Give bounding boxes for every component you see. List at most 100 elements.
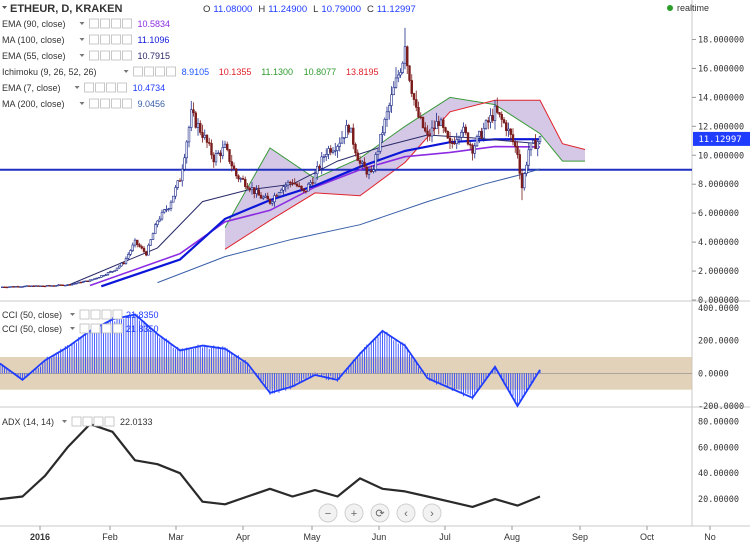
candle-body (100, 275, 103, 278)
candle-body (91, 279, 94, 281)
time-axis[interactable]: 2016 Feb Mar Apr May Jun Jul Aug Sep Oct No (30, 526, 716, 542)
eye-icon[interactable] (84, 82, 94, 93)
chevron-down-icon[interactable] (79, 22, 85, 25)
symbol-title: ETHEUR, D, KRAKEN (10, 3, 123, 15)
cci-axis-ticks[interactable]: 400.0000 200.0000 0.0000 -200.0000 (698, 304, 744, 412)
chevron-down-icon[interactable] (79, 54, 85, 57)
toolbar-button-bg[interactable] (318, 503, 338, 523)
chevron-down-icon[interactable] (79, 102, 85, 105)
candle-body (311, 182, 314, 184)
more-icon[interactable] (122, 34, 132, 45)
gear-icon[interactable] (100, 34, 110, 45)
gear-icon[interactable] (90, 309, 101, 320)
close-icon[interactable] (101, 309, 112, 320)
reset-button[interactable]: ⟳ (370, 503, 390, 523)
more-icon[interactable] (122, 50, 132, 61)
adx-axis-ticks[interactable]: 80.00000 60.00000 40.00000 20.00000 (698, 417, 739, 505)
candle-body (178, 180, 182, 182)
zoom-toolbar: − + ⟳ ‹ › (318, 503, 442, 523)
toolbar-button-bg[interactable] (370, 503, 390, 523)
candle-body (34, 285, 38, 287)
price-tick-label: 18.000000 (698, 35, 744, 45)
candle-body (397, 74, 400, 79)
close-icon[interactable] (106, 82, 116, 93)
candle-body (538, 136, 542, 142)
zoom-in-button[interactable]: + (344, 503, 364, 523)
toolbar-button-bg[interactable] (344, 503, 364, 523)
eye-icon[interactable] (79, 309, 90, 320)
price-tick-label: 12.000000 (698, 122, 744, 132)
candle-body (496, 105, 499, 113)
indicator-name: MA (100, close) (2, 35, 65, 45)
candle-body (118, 265, 121, 269)
eye-icon[interactable] (89, 18, 99, 29)
close-icon[interactable] (111, 98, 121, 109)
candle-body (347, 125, 350, 133)
eye-icon[interactable] (89, 50, 99, 61)
gear-icon[interactable] (144, 66, 155, 77)
toolbar-button-bg[interactable] (396, 503, 416, 523)
more-icon[interactable] (117, 82, 127, 93)
price-tick-label: 0.000000 (698, 296, 739, 306)
candle-body (120, 262, 123, 267)
eye-icon[interactable] (89, 98, 99, 109)
close-icon[interactable] (111, 50, 121, 61)
candle-body (295, 183, 299, 187)
eye-icon[interactable] (71, 416, 82, 427)
price-tick-label: 6.000000 (698, 209, 739, 219)
more-icon[interactable] (122, 98, 132, 109)
candle-body (160, 211, 164, 220)
candle-body (289, 181, 292, 184)
gear-icon[interactable] (82, 416, 93, 427)
eye-icon[interactable] (79, 323, 90, 334)
chevron-down-icon[interactable] (74, 86, 80, 89)
close-icon[interactable] (111, 18, 121, 29)
candle-body (286, 181, 290, 186)
gear-icon[interactable] (100, 50, 110, 61)
candle-body (464, 126, 467, 134)
chevron-down-icon[interactable] (70, 313, 75, 316)
candle-body (536, 141, 539, 150)
close-icon[interactable] (155, 66, 166, 77)
candle-body (320, 156, 323, 169)
candle-body (66, 284, 69, 286)
scroll-right-button[interactable]: › (422, 503, 442, 523)
close-icon[interactable] (111, 34, 121, 45)
more-icon[interactable] (122, 18, 132, 29)
gear-icon[interactable] (95, 82, 105, 93)
candle-body (334, 150, 337, 152)
candle-body (448, 137, 452, 144)
gear-icon[interactable] (100, 18, 110, 29)
scroll-left-button[interactable]: ‹ (396, 503, 416, 523)
candle-body (493, 105, 497, 121)
toolbar-button-bg[interactable] (422, 503, 442, 523)
symbol-menu[interactable]: ETHEUR, D, KRAKEN (2, 3, 123, 15)
more-icon[interactable] (112, 309, 123, 320)
adx-panel[interactable] (0, 408, 692, 526)
more-icon[interactable] (112, 323, 123, 334)
gear-icon[interactable] (100, 98, 110, 109)
time-tick-label: Feb (102, 532, 118, 542)
eye-icon[interactable] (89, 34, 99, 45)
close-icon[interactable] (101, 323, 112, 334)
candle-body (203, 134, 206, 138)
candle-body (421, 116, 425, 128)
candle-body (235, 168, 238, 177)
candle-body (201, 132, 204, 138)
chevron-down-icon[interactable] (79, 38, 85, 41)
candle-body (361, 161, 364, 164)
zoom-out-button[interactable]: − (318, 503, 338, 523)
more-icon[interactable] (166, 66, 177, 77)
gear-icon[interactable] (90, 323, 101, 334)
more-icon[interactable] (104, 416, 115, 427)
chevron-down-icon[interactable] (62, 420, 67, 423)
price-axis-ticks[interactable]: 18.000000 16.000000 14.000000 12.000000 10.0… (692, 35, 744, 306)
close-icon[interactable] (93, 416, 104, 427)
chevron-down-icon[interactable] (70, 327, 75, 330)
indicator-name: MA (200, close) (2, 99, 65, 109)
candle-body (23, 285, 26, 288)
candle-body (264, 195, 267, 198)
chevron-down-icon[interactable] (123, 70, 129, 73)
eye-icon[interactable] (133, 66, 144, 77)
price-panel[interactable] (0, 0, 692, 300)
